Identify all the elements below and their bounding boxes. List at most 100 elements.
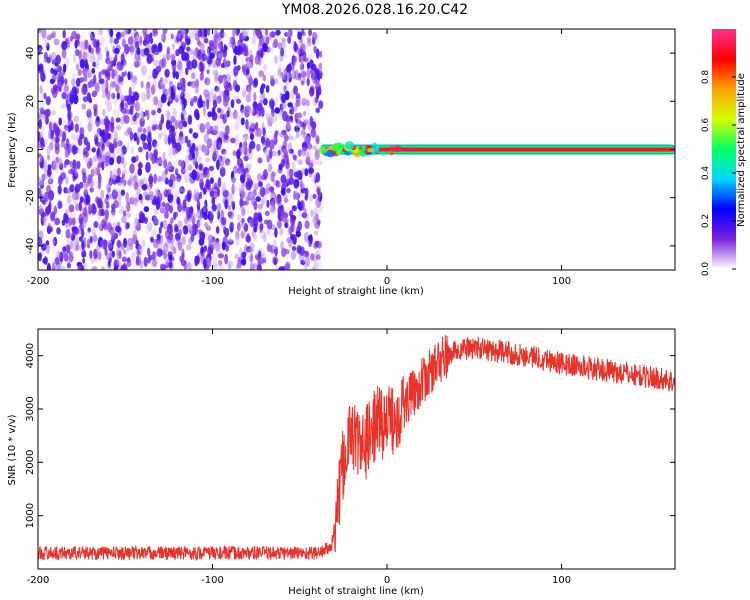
heatmap-noise-cell bbox=[254, 64, 260, 72]
heatmap-noise-cell bbox=[304, 187, 309, 199]
heatmap-noise-cell bbox=[224, 253, 229, 265]
heatmap-noise-cell bbox=[85, 158, 90, 165]
heatmap-noise-cell bbox=[277, 221, 283, 229]
heatmap-noise-cell bbox=[172, 146, 176, 157]
heatmap-noise-cell bbox=[304, 220, 310, 229]
heatmap-noise-cell bbox=[144, 35, 148, 44]
heatmap-noise-cell bbox=[279, 131, 285, 138]
heatmap-noise-cell bbox=[284, 31, 289, 37]
heatmap-noise-cell bbox=[139, 234, 145, 242]
heatmap-y-tick-label: 20 bbox=[25, 95, 36, 108]
heatmap-noise-cell bbox=[170, 133, 176, 144]
heatmap-noise-cell bbox=[66, 195, 72, 205]
heatmap-noise-cell bbox=[272, 171, 277, 177]
heatmap-noise-cell bbox=[217, 31, 222, 42]
heatmap-noise-cell bbox=[261, 107, 265, 118]
heatmap-noise-cell bbox=[168, 260, 173, 269]
heatmap-noise-cell bbox=[130, 75, 137, 83]
heatmap-noise-cell bbox=[253, 232, 257, 241]
heatmap-noise-cell bbox=[47, 178, 54, 185]
heatmap-noise-cell bbox=[259, 99, 264, 105]
heatmap-noise-cell bbox=[252, 263, 258, 269]
heatmap-noise-cell bbox=[72, 94, 79, 105]
heatmap-noise-cell bbox=[65, 222, 69, 229]
heatmap-noise-cell bbox=[41, 173, 46, 182]
heatmap-noise-cell bbox=[120, 157, 125, 165]
heatmap-noise-cell bbox=[120, 189, 125, 196]
heatmap-noise-cell bbox=[266, 199, 270, 208]
heatmap-noise-cell bbox=[251, 36, 257, 45]
heatmap-noise-cell bbox=[81, 240, 85, 250]
heatmap-noise-cell bbox=[302, 117, 309, 124]
heatmap-noise-cell bbox=[158, 156, 164, 165]
heatmap-noise-cell bbox=[186, 59, 191, 70]
heatmap-noise-cell bbox=[119, 176, 125, 184]
heatmap-noise-cell bbox=[127, 127, 133, 135]
heatmap-noise-cell bbox=[111, 81, 117, 88]
heatmap-noise-cell bbox=[189, 30, 195, 40]
heatmap-y-tick-label: -40 bbox=[25, 238, 36, 254]
heatmap-noise-cell bbox=[93, 221, 99, 229]
colorbar-ticks: 0.0 0.2 0.4 0.6 0.8 bbox=[701, 70, 736, 276]
heatmap-noise-cell bbox=[250, 123, 256, 132]
heatmap-noise-cell bbox=[299, 62, 304, 74]
heatmap-noise-cell bbox=[248, 200, 252, 208]
heatmap-noise-cell bbox=[206, 73, 212, 84]
heatmap-noise-cell bbox=[231, 183, 235, 195]
heatmap-y-ticks: -40 -20 0 20 40 bbox=[25, 47, 675, 254]
heatmap-noise-cell bbox=[280, 241, 284, 251]
heatmap-noise-cell bbox=[175, 119, 179, 130]
heatmap-noise-cell bbox=[41, 29, 47, 39]
heatmap-noise-cell bbox=[98, 228, 102, 238]
heatmap-noise-cell bbox=[227, 205, 232, 211]
heatmap-band-blob bbox=[366, 148, 375, 153]
heatmap-noise-cell bbox=[166, 46, 171, 54]
heatmap-noise-cell bbox=[129, 163, 135, 174]
heatmap-noise-cell bbox=[137, 244, 144, 252]
colorbar-tick-label: 0.6 bbox=[701, 118, 711, 133]
heatmap-noise-cell bbox=[164, 68, 170, 78]
heatmap-noise-cell bbox=[161, 32, 166, 43]
heatmap-noise-cell bbox=[253, 77, 258, 87]
heatmap-noise-cell bbox=[109, 29, 114, 38]
heatmap-noise-cell bbox=[230, 200, 234, 208]
heatmap-noise-cell bbox=[229, 193, 234, 201]
heatmap-noise-cell bbox=[226, 110, 230, 118]
heatmap-noise-cell bbox=[126, 94, 133, 106]
heatmap-noise-cell bbox=[65, 228, 71, 239]
heatmap-noise-cell bbox=[159, 263, 165, 269]
colorbar-gradient bbox=[712, 29, 736, 269]
heatmap-noise-cell bbox=[239, 247, 243, 258]
heatmap-noise-cell bbox=[101, 154, 107, 164]
heatmap-noise-cell bbox=[78, 228, 82, 235]
heatmap-noise-cell bbox=[76, 149, 83, 155]
heatmap-noise-cell bbox=[219, 113, 225, 120]
heatmap-noise-cell bbox=[125, 29, 132, 35]
heatmap-noise-cell bbox=[297, 72, 302, 81]
heatmap-noise-cell bbox=[140, 112, 145, 122]
heatmap-noise-cell bbox=[199, 72, 204, 81]
heatmap-noise-cell bbox=[227, 161, 231, 170]
heatmap-noise-cell bbox=[157, 156, 163, 167]
heatmap-noise-cell bbox=[218, 51, 224, 60]
heatmap-noise-cell bbox=[38, 73, 41, 84]
snr-series-line bbox=[38, 334, 675, 562]
heatmap-noise-cell bbox=[91, 156, 96, 165]
heatmap-noise-cell bbox=[310, 172, 317, 183]
heatmap-noise-cell bbox=[211, 263, 218, 269]
heatmap-noise-cell bbox=[46, 262, 51, 270]
heatmap-noise-cell bbox=[315, 213, 319, 222]
heatmap-noise-cell bbox=[197, 62, 201, 71]
heatmap-noise-cell bbox=[140, 110, 144, 118]
heatmap-noise-cell bbox=[243, 139, 248, 149]
heatmap-noise-cell bbox=[258, 181, 263, 188]
heatmap-noise-cell bbox=[299, 63, 305, 71]
heatmap-noise-cell bbox=[154, 242, 159, 249]
heatmap-noise-cell bbox=[102, 147, 108, 154]
heatmap-noise-cell bbox=[181, 188, 188, 194]
heatmap-noise-cell bbox=[269, 201, 275, 213]
heatmap-noise-cell bbox=[101, 69, 107, 75]
heatmap-noise-cell bbox=[187, 222, 194, 231]
heatmap-noise-cell bbox=[43, 92, 47, 100]
heatmap-noise-cell bbox=[183, 151, 188, 162]
